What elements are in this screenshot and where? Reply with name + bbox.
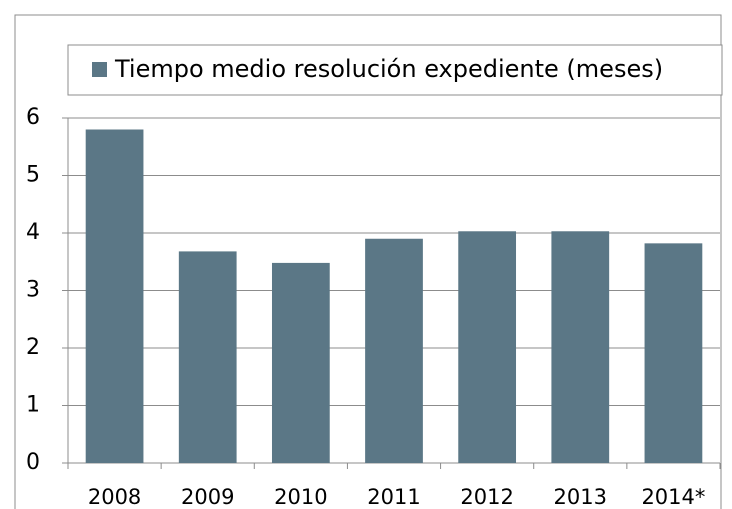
bar: [271, 262, 330, 463]
x-tick-label: 2008: [88, 485, 141, 509]
y-tick-label: 6: [26, 105, 40, 130]
x-tick-label: 2009: [181, 485, 234, 509]
legend-swatch: [92, 62, 107, 77]
legend-label: Tiempo medio resolución expediente (mese…: [114, 55, 663, 83]
y-tick-label: 3: [26, 278, 40, 303]
bar: [178, 251, 237, 463]
y-tick-label: 0: [26, 450, 40, 475]
legend-box: [67, 44, 723, 96]
bar: [85, 129, 144, 463]
bar: [644, 243, 703, 463]
bar: [365, 238, 423, 463]
y-tick-label: 1: [26, 393, 40, 418]
x-tick-label: 2012: [460, 485, 513, 509]
y-tick-label: 5: [26, 163, 40, 188]
x-tick-label: 2010: [274, 485, 327, 509]
x-tick-label: 2013: [554, 485, 607, 509]
y-tick-label: 4: [26, 220, 40, 245]
bar: [458, 231, 517, 463]
y-tick-label: 2: [26, 335, 40, 360]
x-tick-label: 2011: [367, 485, 420, 509]
x-tick-label: 2014*: [641, 485, 705, 509]
chart-frame: [14, 14, 722, 509]
bar: [551, 231, 610, 463]
